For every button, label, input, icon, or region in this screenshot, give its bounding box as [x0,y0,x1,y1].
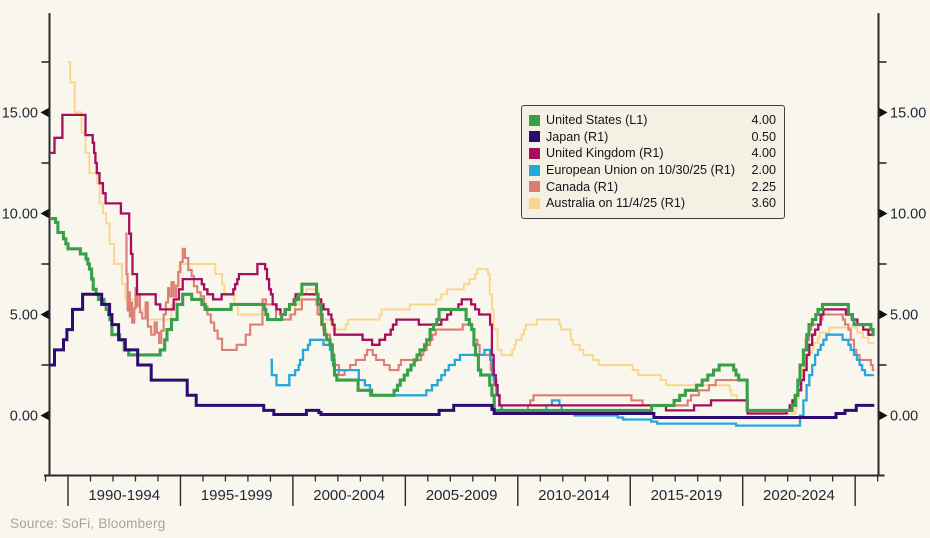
legend-item-us[interactable]: United States (L1) 4.00 [529,112,776,129]
y-tick-arrow [40,411,49,420]
y-axis-label-right: 10.00 [890,207,926,223]
legend-label: Japan (R1) [546,129,609,144]
legend-item-australia[interactable]: Australia on 11/4/25 (R1) 3.60 [529,195,776,212]
source-note: Source: SoFi, Bloomberg [10,516,166,531]
australia-rate-line [68,61,875,415]
legend-label: Australia on 11/4/25 (R1) [546,196,686,211]
legend-item-uk[interactable]: United Kingdom (R1) 4.00 [529,145,776,162]
legend-value: 2.00 [751,163,776,178]
legend-label: European Union on 10/30/25 (R1) [546,163,736,178]
y-axis-label-right: 5.00 [890,308,918,324]
legend-item-eu[interactable]: European Union on 10/30/25 (R1) 2.00 [529,162,776,179]
legend-value: 2.25 [751,179,776,194]
y-tick-arrow [40,108,49,117]
y-axis-label-left: 0.00 [10,409,38,425]
y-tick-arrow [879,310,888,319]
x-period-label: 2020-2024 [763,487,835,504]
x-period-label: 2000-2004 [313,487,385,504]
legend-label: United States (L1) [546,113,648,128]
legend-label: United Kingdom (R1) [546,146,664,161]
series-lines [49,61,875,427]
canada-swatch-icon [529,181,540,193]
x-period-label: 1995-1999 [201,487,273,504]
uk-swatch-icon [529,147,540,159]
legend-value: 0.50 [751,129,776,144]
x-period-label: 2005-2009 [426,487,498,504]
legend-value: 4.00 [751,113,776,128]
x-period-label: 1990-1994 [88,487,160,504]
japan-rate-line [49,292,875,419]
canada-rate-line [125,232,875,412]
legend-label: Canada (R1) [546,179,619,194]
y-tick-arrow [879,209,888,218]
y-tick-arrow [40,310,49,319]
us-rate-line [49,217,875,412]
legend-item-canada[interactable]: Canada (R1) 2.25 [529,178,776,195]
x-period-label: 2010-2014 [538,487,610,504]
legend-item-japan[interactable]: Japan (R1) 0.50 [529,129,776,146]
eu-rate-line [270,333,874,427]
chart-legend: United States (L1) 4.00 Japan (R1) 0.50 Unit… [521,105,785,219]
y-axis-label-left: 10.00 [2,207,38,223]
y-axis-label-left: 15.00 [2,106,38,122]
y-tick-arrow [40,209,49,218]
australia-swatch-icon [529,197,540,209]
y-tick-arrow [879,411,888,420]
y-axis-label-right: 15.00 [890,106,926,122]
eu-swatch-icon [529,164,540,176]
x-period-label: 2015-2019 [651,487,723,504]
us-swatch-icon [529,114,540,126]
axes: 0.00 0.00 5.00 5.00 10.00 10.00 15.00 15.00 1990… [2,13,926,506]
legend-value: 3.60 [751,196,776,211]
y-axis-label-right: 0.00 [890,409,918,425]
y-tick-arrow [879,108,888,117]
y-axis-label-left: 5.00 [10,308,38,324]
legend-value: 4.00 [751,146,776,161]
japan-swatch-icon [529,131,540,143]
